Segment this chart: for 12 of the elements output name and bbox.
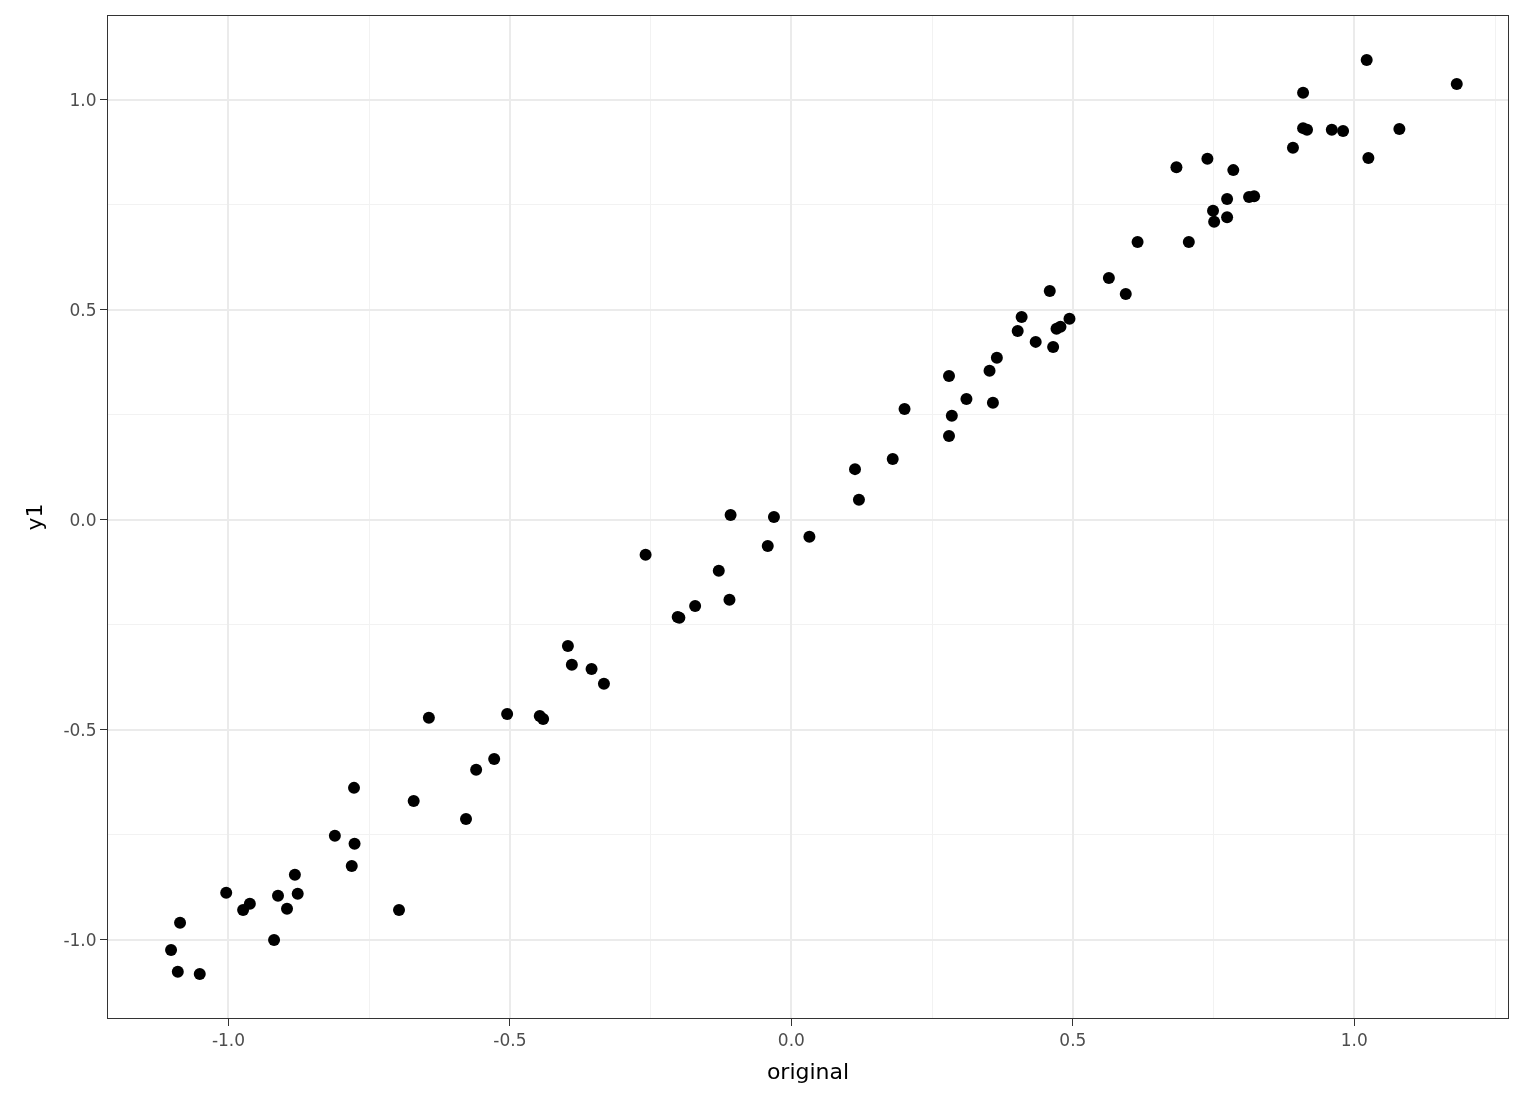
x-tick-label: 1.0 (1340, 1030, 1368, 1051)
y-axis-title: y1 (22, 503, 48, 531)
x-axis-title: original (766, 1059, 850, 1085)
y-tick-label: -0.5 (63, 719, 97, 740)
x-tick-label: 0.5 (1059, 1030, 1087, 1051)
y-tick-label: 0.0 (69, 509, 97, 530)
x-tick-label: -1.0 (211, 1030, 246, 1051)
x-tick-label: 0.0 (777, 1030, 805, 1051)
y-tick-label: -1.0 (63, 929, 97, 950)
y-tick-label: 0.5 (69, 299, 97, 320)
x-tick-label: -0.5 (493, 1030, 527, 1051)
y-tick-label: 1.0 (69, 89, 97, 110)
